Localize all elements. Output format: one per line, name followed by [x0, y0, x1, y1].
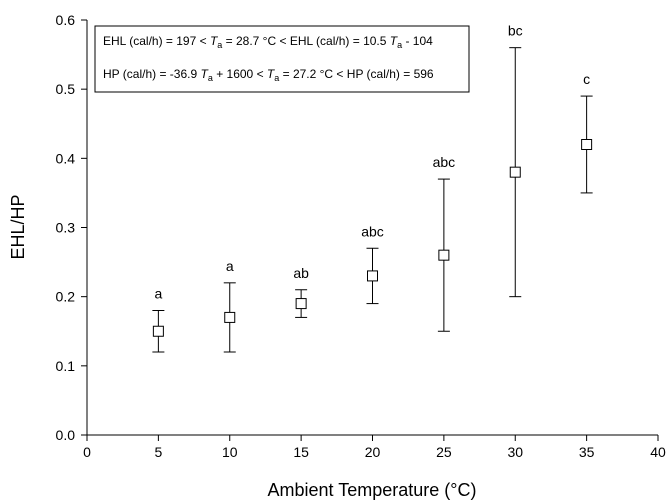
y-axis-title: EHL/HP	[8, 194, 28, 259]
x-tick-label: 5	[154, 444, 162, 460]
y-tick-label: 0.0	[56, 427, 76, 443]
y-tick-label: 0.6	[56, 12, 76, 28]
annotation-box-frame	[94, 25, 470, 93]
data-point-marker	[581, 139, 593, 150]
significance-label: a	[154, 286, 162, 302]
annotation-box: EHL (cal/h) = 197 < Ta = 28.7 °C < EHL (…	[94, 25, 470, 93]
significance-label: bc	[508, 23, 523, 39]
data-point-group: abc	[433, 154, 456, 332]
data-point-group: ab	[293, 265, 309, 318]
annotation-line-1: EHL (cal/h) = 197 < Ta = 28.7 °C < EHL (…	[103, 34, 433, 50]
y-tick-label: 0.2	[56, 289, 76, 305]
x-tick-label: 30	[507, 444, 523, 460]
x-tick-label: 0	[83, 444, 91, 460]
y-tick-label: 0.5	[56, 81, 76, 97]
x-tick-label: 15	[293, 444, 309, 460]
data-point-group: c	[580, 71, 593, 194]
y-tick-label: 0.1	[56, 358, 76, 374]
y-tick-label: 0.4	[56, 150, 76, 166]
y-tick-label: 0.3	[56, 220, 76, 236]
data-point-group: a	[223, 258, 236, 353]
significance-label: a	[226, 258, 234, 274]
x-tick-label: 10	[222, 444, 238, 460]
data-point-marker	[367, 270, 378, 282]
significance-label: abc	[433, 154, 456, 170]
data-point-marker	[224, 311, 236, 323]
x-tick-label: 40	[650, 444, 666, 460]
data-point-marker	[152, 325, 164, 337]
significance-label: abc	[361, 223, 384, 239]
data-points: a a ab abc abc bc c	[152, 23, 593, 353]
significance-label: ab	[293, 265, 309, 281]
x-tick-label: 20	[365, 444, 381, 460]
x-tick-label: 25	[436, 444, 452, 460]
data-point-marker	[438, 249, 450, 261]
x-tick-label: 35	[579, 444, 595, 460]
axes: 0 5 10 15 20 25 30 35 40 0.0 0.1 0.2 0.3 0.4 0.5 0.6	[56, 12, 666, 460]
significance-label: c	[583, 71, 590, 87]
data-point-group: a	[152, 286, 165, 353]
data-point-group: abc	[361, 223, 384, 305]
data-point-marker	[295, 298, 307, 310]
data-point-marker	[509, 166, 521, 178]
annotation-line-2: HP (cal/h) = -36.9 Ta + 1600 < Ta = 27.2…	[103, 67, 434, 83]
x-axis-title: Ambient Temperature (°C)	[268, 480, 477, 500]
data-point-group: bc	[508, 23, 523, 298]
